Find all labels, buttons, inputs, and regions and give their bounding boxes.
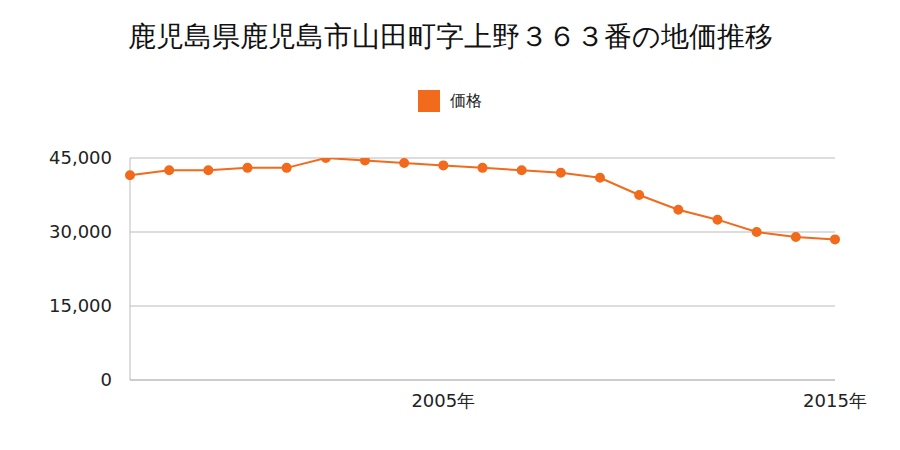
svg-text:15,000: 15,000 (49, 295, 112, 316)
html-text:鹿児島県鹿児島市山田町字上野３６３番の地価推移: 鹿児島県鹿児島市山田町字上野３６３番の地価推移 (127, 20, 773, 53)
svg-text:30,000: 30,000 (49, 221, 112, 242)
html-text:価格: 価格 (450, 90, 482, 110)
svg-text:2015年: 2015年 (803, 390, 867, 411)
svg-text:2005年: 2005年 (411, 390, 475, 411)
svg-text:0: 0 (101, 369, 112, 390)
svg-text:45,000: 45,000 (49, 147, 112, 168)
